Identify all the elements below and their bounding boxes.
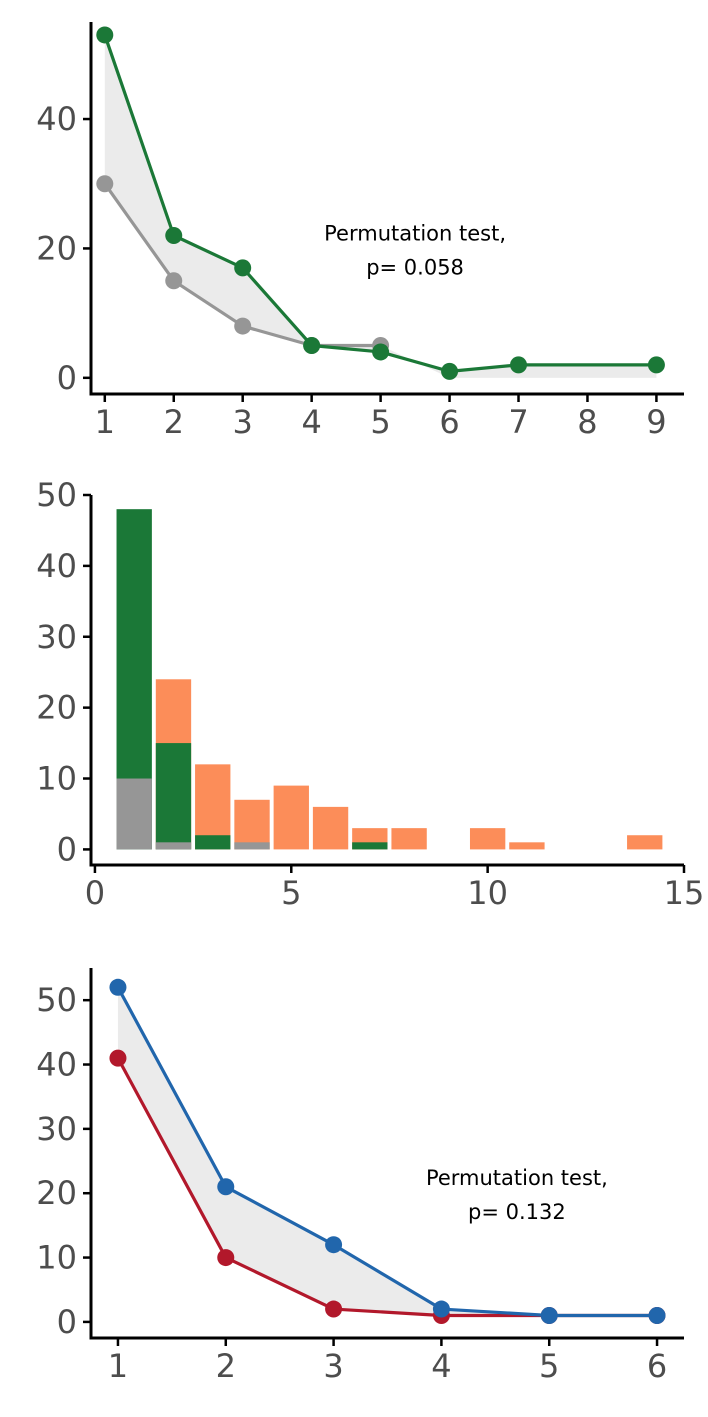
panel-3-point-red	[325, 1300, 343, 1318]
panel-3-x-tick-label: 2	[216, 1347, 236, 1385]
panel-1-annotation-line2: p= 0.058	[366, 255, 464, 279]
panel-1-x-tick-label: 6	[439, 403, 459, 441]
panel-3-x-tick-label: 4	[431, 1347, 451, 1385]
panel-1-point-green	[372, 343, 390, 361]
panel-3-series-line-blue	[116, 986, 658, 1318]
panel-3-y-tick-label: 30	[36, 1110, 77, 1148]
panel-1-point-gray	[234, 317, 252, 335]
panel-2-y-tick-label: 40	[36, 547, 77, 585]
panel-3-point-blue	[217, 1178, 235, 1196]
panel-1-point-gray	[165, 272, 183, 290]
panel-1-point-green	[165, 226, 183, 244]
panel-1-ribbon	[104, 34, 657, 378]
panel-2-x-tick-label: 0	[85, 874, 105, 912]
panel-3-x-tick-label: 3	[323, 1347, 343, 1385]
panel-2-x-tick-label: 15	[664, 874, 705, 912]
panel-1-point-gray	[96, 175, 114, 193]
panel-2-y-tick-label: 20	[36, 689, 77, 727]
panel-1-line-chart: 0 20 40 1 2 3 4 5 6 7 8 9	[36, 22, 684, 441]
panel-2-bar-orange	[312, 806, 349, 850]
panel-2-bar-chart: 0 10 20 30 40 50 0 5 10 15	[36, 476, 704, 912]
panel-1-x-tick-label: 8	[577, 403, 597, 441]
panel-3-x-tick-label: 6	[647, 1347, 667, 1385]
panel-3-point-blue	[109, 978, 127, 996]
panel-1-x-tick-label: 3	[233, 403, 253, 441]
panel-2-bar-gray	[234, 842, 270, 850]
panel-1-x-tick-label: 1	[95, 403, 115, 441]
panel-3-point-blue	[540, 1306, 558, 1324]
panel-2-y-tick-label: 0	[57, 830, 77, 868]
panel-1-x-tick-label: 5	[370, 403, 390, 441]
panel-3-point-blue	[325, 1236, 343, 1254]
panel-1-x-tick-label: 4	[301, 403, 321, 441]
panel-2-bar-green	[352, 842, 388, 850]
panel-3-y-tick-label: 20	[36, 1174, 77, 1212]
panel-3-line-chart: 0 10 20 30 40 50 1 2 3 4 5 6	[36, 968, 684, 1385]
panel-2-bar-orange	[391, 828, 427, 850]
panel-1-x-tick-label: 9	[646, 403, 666, 441]
panel-2-bar-orange	[234, 799, 270, 850]
panel-2-y-tick-label: 50	[36, 476, 77, 514]
panel-3-annotation-line2: p= 0.132	[468, 1200, 566, 1224]
panel-3-ribbon	[117, 987, 658, 1316]
panel-1-y-tick-label: 40	[36, 100, 77, 138]
panel-3-x-tick-label: 1	[108, 1347, 128, 1385]
panel-1-point-green	[647, 356, 665, 374]
panel-1-point-green	[441, 362, 459, 380]
panel-2-bar-orange	[469, 828, 506, 850]
panel-3-point-blue	[648, 1306, 666, 1324]
panel-1-point-green	[96, 26, 114, 44]
panel-3-y-tick-label: 50	[36, 981, 77, 1019]
panel-2-bar-orange	[273, 785, 309, 850]
panel-2-bar-orange	[627, 835, 663, 850]
panel-3-point-blue	[432, 1300, 450, 1318]
panel-2-y-tick-label: 10	[36, 760, 77, 798]
panel-1-x-tick-label: 7	[508, 403, 528, 441]
panel-1-annotation-line1: Permutation test,	[324, 221, 506, 245]
panel-3-x-tick-label: 5	[539, 1347, 559, 1385]
panel-1-y-tick-label: 0	[57, 359, 77, 397]
panel-3-y-tick-label: 0	[57, 1303, 77, 1341]
panel-1-point-green	[303, 336, 321, 354]
panel-1-x-tick-label: 2	[164, 403, 184, 441]
panel-1-series-line-green	[103, 34, 657, 373]
panel-2-x-tick-label: 5	[281, 874, 301, 912]
panel-1-point-green	[234, 259, 252, 277]
panel-2-bar-green	[195, 835, 231, 850]
panel-3-y-tick-label: 40	[36, 1046, 77, 1084]
panel-3-point-red	[109, 1049, 127, 1067]
panel-2-bar-green	[155, 743, 192, 850]
panel-1-point-green	[510, 356, 528, 374]
panel-2-bar-orange	[509, 842, 545, 850]
panel-2-bar-gray	[155, 842, 192, 850]
panel-1-y-tick-label: 20	[36, 229, 77, 267]
panel-2-y-tick-label: 30	[36, 618, 77, 656]
panel-3-annotation-line1: Permutation test,	[426, 1166, 608, 1190]
panel-3-y-tick-label: 10	[36, 1239, 77, 1277]
panel-2-x-tick-label: 10	[467, 874, 508, 912]
panel-2-bar-gray	[116, 778, 152, 850]
panel-3-point-red	[217, 1249, 235, 1267]
